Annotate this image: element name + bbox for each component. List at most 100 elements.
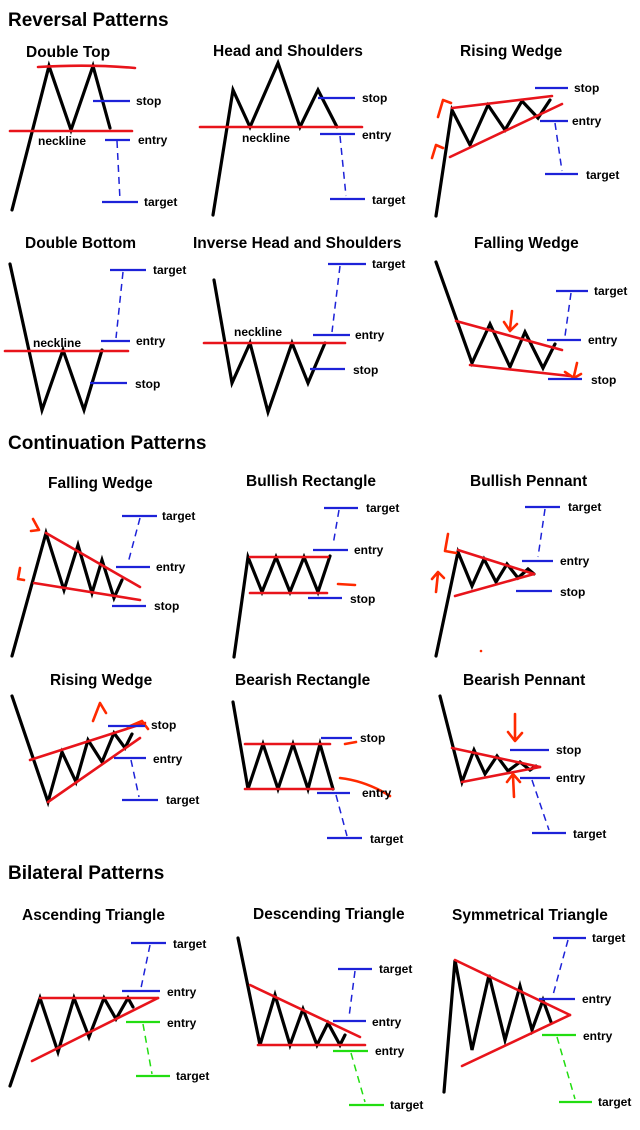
pattern-bullish-rectangle: Bullish Rectangle target entry stop — [232, 473, 399, 659]
target-label: target — [166, 793, 199, 807]
upper-trendline — [44, 531, 142, 589]
pattern-bullish-pennant: Bullish Pennant target entry stop — [430, 473, 601, 658]
target-projection — [332, 509, 340, 546]
target-label-down: target — [176, 1069, 209, 1083]
price-line — [442, 959, 553, 1094]
arrow-annotation — [436, 98, 453, 119]
pattern-double-bottom: Double Bottom neckline target entry stop — [3, 235, 186, 416]
pattern-title: Bullish Pennant — [470, 473, 587, 490]
pattern-title: Falling Wedge — [474, 235, 579, 252]
stop-label: stop — [154, 599, 179, 613]
stop-label: stop — [591, 373, 616, 387]
price-line — [236, 936, 347, 1051]
entry-label: entry — [372, 1015, 402, 1029]
entry-label: entry — [355, 328, 385, 342]
price-line — [212, 278, 327, 418]
lower-trendline — [448, 102, 564, 159]
price-line — [434, 260, 557, 372]
target-projection — [331, 265, 341, 333]
stop-label: stop — [360, 731, 385, 745]
target-projection — [335, 794, 348, 837]
mark-annotation — [343, 740, 358, 746]
pattern-falling-wedge-continuation: Falling Wedge target entry stop — [10, 475, 195, 658]
target-projection — [537, 508, 546, 558]
target-projection — [531, 779, 550, 831]
pattern-bearish-rectangle: Bearish Rectangle stop entry target — [231, 672, 403, 846]
pattern-title: Symmetrical Triangle — [452, 907, 608, 924]
arrow-annotation — [91, 701, 108, 723]
neckline-label: neckline — [33, 336, 81, 350]
pattern-descending-triangle: Descending Triangle target entry entry t… — [236, 906, 423, 1112]
target-label: target — [592, 931, 625, 945]
target-projection — [127, 517, 141, 564]
target-label: target — [568, 500, 601, 514]
pattern-title: Bearish Pennant — [463, 672, 585, 689]
target-projection — [339, 135, 347, 197]
section-title-bilateral: Bilateral Patterns — [8, 863, 164, 884]
target-label: target — [594, 284, 627, 298]
entry-label-down: entry — [167, 1016, 197, 1030]
entry-label: entry — [136, 334, 166, 348]
arrow-annotation — [430, 570, 446, 594]
entry-label: entry — [362, 128, 392, 142]
target-label: target — [153, 263, 186, 277]
stop-label: stop — [556, 743, 581, 757]
arrow-annotation — [430, 143, 445, 160]
target-projection — [552, 939, 569, 996]
pattern-ascending-triangle: Ascending Triangle target entry entry ta… — [8, 907, 209, 1088]
stray-dot — [479, 649, 483, 653]
entry-label: entry — [156, 560, 186, 574]
upper-trendline — [454, 319, 564, 352]
arrow-annotation — [502, 309, 519, 333]
upper-trendline — [450, 746, 542, 769]
pattern-title: Falling Wedge — [48, 475, 153, 492]
lower-trendline — [32, 581, 142, 602]
target-label: target — [573, 827, 606, 841]
pattern-title: Rising Wedge — [50, 672, 153, 689]
stop-label: stop — [574, 81, 599, 95]
lower-trendline — [460, 1013, 572, 1068]
pattern-double-top: Double Top neckline stop entry target — [8, 44, 177, 212]
pattern-head-and-shoulders: Head and Shoulders neckline stop entry t… — [198, 43, 405, 217]
entry-label-down: entry — [375, 1044, 405, 1058]
target-projection — [115, 271, 124, 339]
upper-trendline — [28, 721, 147, 762]
entry-label: entry — [138, 133, 168, 147]
lower-trendline — [46, 736, 142, 804]
target-projection — [348, 970, 356, 1018]
pattern-rising-wedge-reversal: Rising Wedge stop entry target — [430, 43, 619, 218]
arrow-annotation — [443, 532, 458, 555]
pattern-title: Head and Shoulders — [213, 43, 363, 60]
pattern-title: Bullish Rectangle — [246, 473, 376, 490]
stop-label: stop — [350, 592, 375, 606]
neckline-label: neckline — [242, 131, 290, 145]
target-label: target — [370, 832, 403, 846]
target-projection — [116, 140, 121, 201]
price-line — [211, 58, 339, 217]
target-label: target — [586, 168, 619, 182]
target-label: target — [173, 937, 206, 951]
stop-label: stop — [353, 363, 378, 377]
entry-label: entry — [588, 333, 618, 347]
pattern-title: Bearish Rectangle — [235, 672, 371, 689]
pattern-title: Descending Triangle — [253, 906, 405, 923]
pattern-title: Double Bottom — [25, 235, 136, 252]
mark-annotation — [336, 582, 357, 587]
stop-label: stop — [362, 91, 387, 105]
stop-label: stop — [136, 94, 161, 108]
target-projection — [130, 759, 140, 798]
price-line — [434, 546, 536, 658]
pattern-title: Inverse Head and Shoulders — [193, 235, 401, 252]
neckline-label: neckline — [38, 134, 86, 148]
arrow-annotation — [29, 517, 41, 533]
neckline-label: neckline — [234, 325, 282, 339]
target-projection-down — [142, 1023, 153, 1075]
pattern-rising-wedge-continuation: Rising Wedge stop entry target — [10, 672, 199, 808]
upper-trendline — [456, 548, 536, 576]
resistance-trendline — [248, 983, 362, 1039]
entry-label: entry — [167, 985, 197, 999]
pattern-title: Ascending Triangle — [22, 907, 165, 924]
target-label: target — [372, 193, 405, 207]
stop-label: stop — [135, 377, 160, 391]
